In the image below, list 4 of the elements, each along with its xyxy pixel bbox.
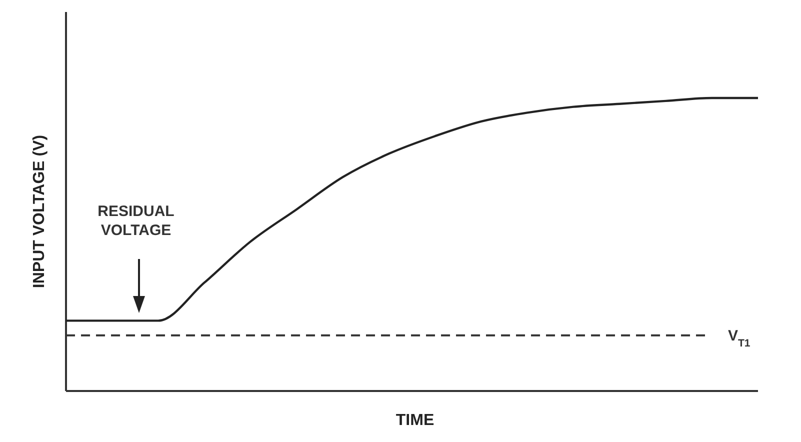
y-axis-title: INPUT VOLTAGE (V) — [31, 134, 48, 288]
annotation: RESIDUAL VOLTAGE — [98, 203, 174, 239]
x-axis-title: TIME — [396, 412, 434, 429]
ref-line-label: V$_{T1}$ — [728, 327, 750, 350]
